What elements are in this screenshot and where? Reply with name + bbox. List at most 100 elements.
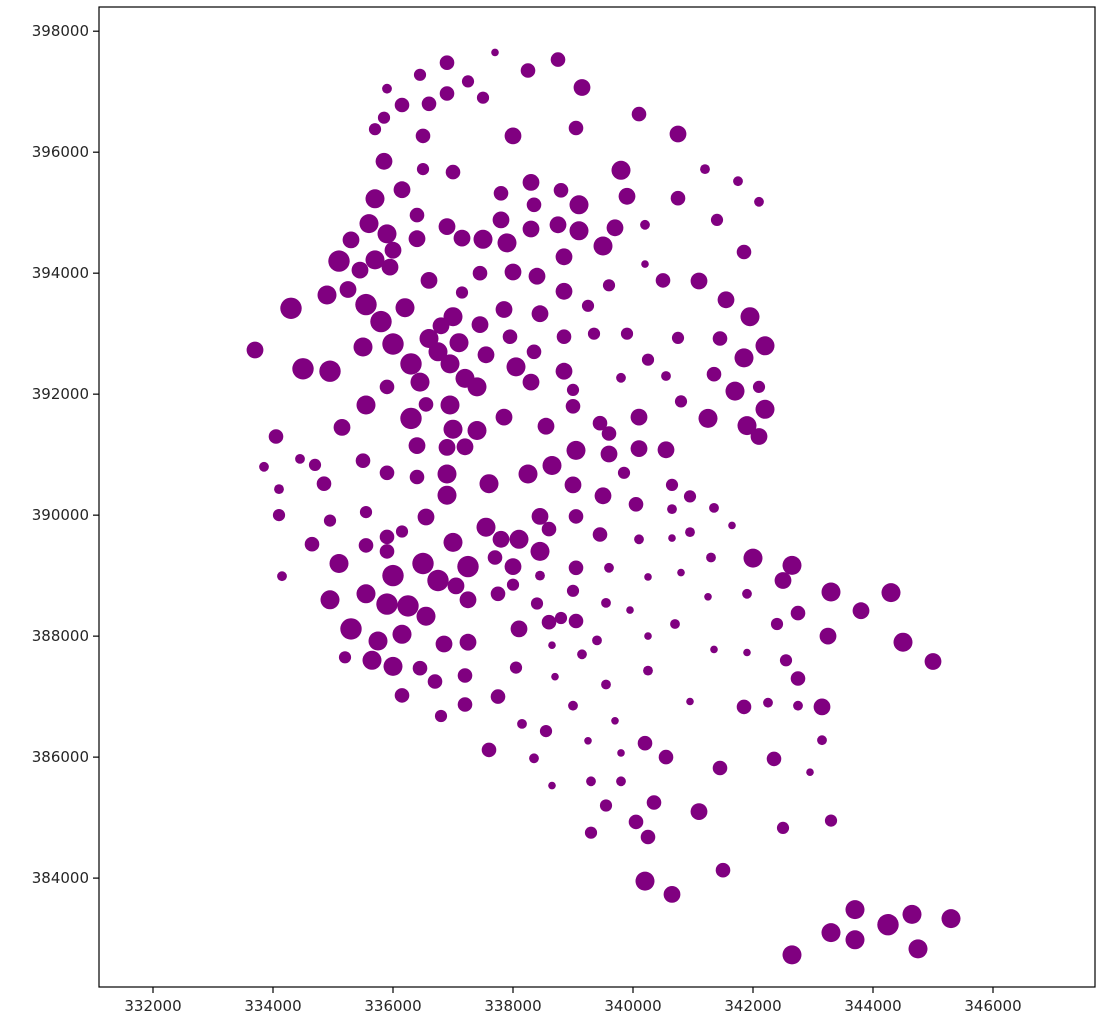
data-point: [355, 293, 377, 316]
data-point: [686, 697, 694, 706]
data-point: [646, 795, 662, 810]
data-point: [438, 218, 456, 236]
data-point: [316, 476, 332, 492]
data-point: [529, 753, 539, 764]
data-point: [740, 307, 760, 327]
data-point: [319, 360, 341, 382]
data-point: [819, 627, 837, 645]
data-point: [394, 688, 410, 703]
data-point: [663, 886, 681, 903]
data-point: [606, 219, 624, 237]
data-point: [685, 527, 695, 537]
data-point: [339, 281, 357, 298]
data-point: [602, 279, 616, 292]
data-point: [587, 327, 601, 340]
data-point: [400, 407, 422, 430]
data-point: [737, 416, 757, 436]
data-point: [581, 299, 595, 312]
data-point: [320, 590, 340, 610]
data-point: [553, 183, 569, 198]
data-point: [492, 211, 510, 229]
data-point: [443, 532, 463, 552]
data-point: [397, 595, 419, 617]
data-point: [668, 534, 676, 542]
data-point: [541, 521, 557, 537]
data-point: [473, 229, 493, 249]
data-point: [658, 749, 674, 765]
data-point: [617, 749, 625, 757]
y-tick-label: 396000: [32, 143, 89, 161]
data-point: [755, 399, 775, 419]
data-point: [824, 814, 838, 827]
data-point: [467, 377, 487, 397]
data-point: [522, 220, 540, 238]
data-point: [620, 327, 634, 340]
data-point: [435, 635, 453, 653]
data-point: [551, 672, 559, 681]
data-point: [417, 508, 435, 526]
data-point: [782, 555, 802, 575]
data-point: [362, 650, 382, 670]
data-point: [370, 310, 392, 333]
data-point: [550, 52, 566, 67]
data-point: [461, 75, 475, 88]
data-point: [457, 697, 473, 712]
data-point: [409, 207, 425, 223]
data-point: [763, 697, 773, 708]
data-point: [476, 91, 490, 104]
data-point: [517, 719, 527, 729]
data-point: [717, 291, 735, 309]
x-tick-label: 346000: [964, 997, 1021, 1015]
data-point: [408, 437, 426, 454]
data-point: [743, 648, 751, 657]
data-point: [506, 357, 526, 377]
data-point: [845, 930, 865, 950]
data-point: [445, 164, 461, 180]
data-point: [421, 96, 437, 112]
data-point: [376, 593, 398, 615]
scatter-points: [246, 48, 961, 965]
data-point: [246, 341, 264, 359]
data-point: [355, 453, 371, 469]
data-point: [643, 665, 653, 676]
data-point: [537, 417, 555, 435]
data-point: [573, 79, 591, 96]
data-point: [340, 618, 362, 640]
data-point: [548, 641, 556, 649]
data-point: [766, 751, 782, 767]
data-point: [394, 97, 410, 113]
data-point: [504, 558, 522, 575]
data-point: [752, 380, 766, 393]
data-point: [706, 366, 722, 382]
data-point: [491, 48, 499, 57]
data-point: [877, 914, 899, 936]
data-point: [618, 187, 636, 205]
data-point: [728, 521, 736, 530]
data-point: [359, 505, 373, 519]
data-point: [528, 267, 546, 285]
data-point: [358, 538, 374, 553]
data-point: [437, 485, 457, 505]
x-tick-label: 334000: [244, 997, 301, 1015]
data-point: [365, 250, 385, 270]
data-point: [743, 548, 763, 568]
data-point: [379, 379, 395, 395]
data-point: [410, 372, 430, 392]
data-point: [412, 552, 434, 575]
data-point: [416, 606, 436, 626]
data-point: [531, 305, 549, 323]
data-point: [526, 197, 542, 213]
data-point: [569, 195, 589, 215]
data-point: [734, 348, 754, 368]
data-point: [586, 776, 596, 787]
data-point: [382, 333, 404, 355]
data-point: [941, 909, 961, 929]
x-tick-label: 340000: [604, 997, 661, 1015]
data-point: [852, 602, 870, 620]
data-point: [434, 709, 448, 723]
data-point: [518, 464, 538, 484]
data-point: [338, 651, 352, 664]
data-point: [317, 285, 337, 305]
data-point: [669, 125, 687, 143]
y-tick-label: 394000: [32, 264, 89, 282]
